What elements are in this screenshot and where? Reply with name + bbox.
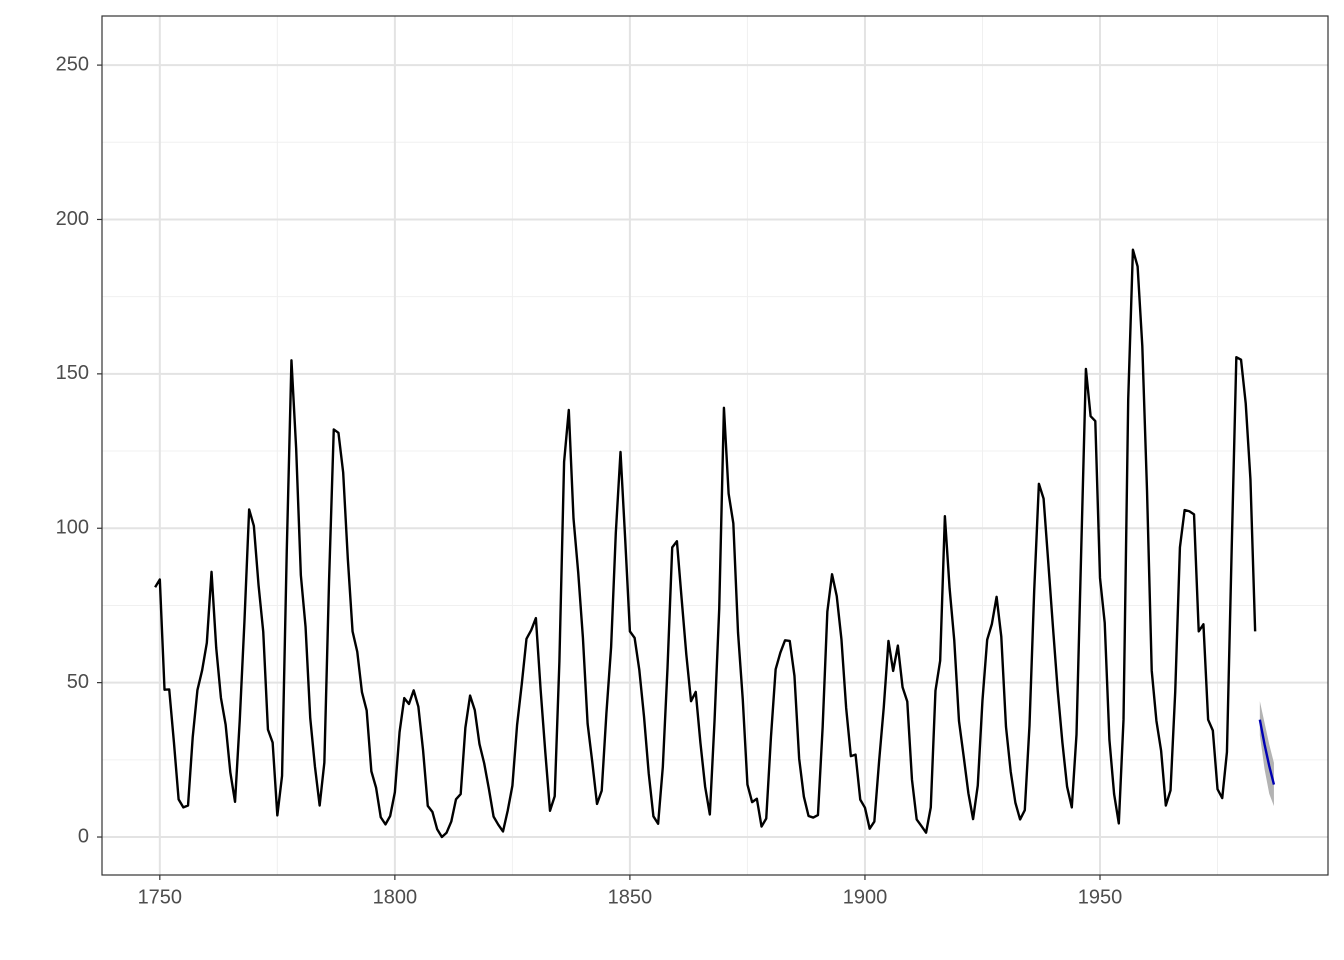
x-tick-label: 1850: [608, 886, 653, 908]
y-tick-label: 150: [56, 362, 89, 384]
x-tick-label: 1750: [138, 886, 183, 908]
y-tick-label: 200: [56, 208, 89, 230]
y-tick-label: 0: [78, 825, 89, 847]
forecast-line: [1258, 719, 1276, 785]
x-tick-label: 1950: [1078, 886, 1123, 908]
axes-layer: 1750 1800 1850 1900 1950 0 50 100 150 200 250: [56, 53, 1123, 908]
x-tick-label: 1800: [373, 886, 418, 908]
series-line: [154, 248, 1257, 839]
marks-layer: [154, 248, 1276, 839]
x-tick-label: 1900: [843, 886, 888, 908]
y-tick-label: 250: [56, 53, 89, 75]
y-tick-label: 50: [67, 671, 89, 693]
y-tick-label: 100: [56, 517, 89, 539]
panel-border: [101, 15, 1329, 876]
